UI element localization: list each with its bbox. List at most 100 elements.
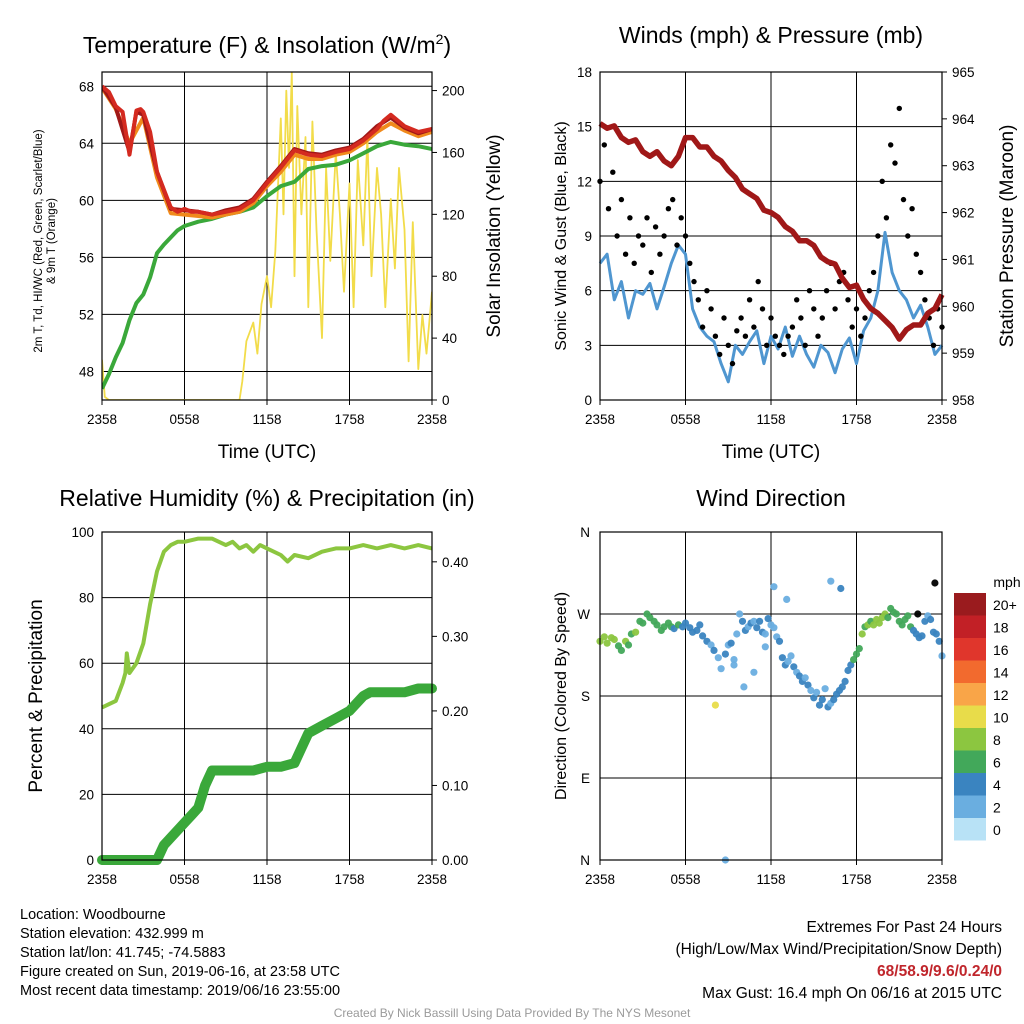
- gust-point: [781, 351, 787, 358]
- gust-point: [811, 306, 817, 312]
- direction-point: [617, 646, 626, 655]
- gust-point: [742, 333, 749, 339]
- y-tick-label: 56: [79, 250, 94, 265]
- gust-point: [909, 206, 915, 212]
- x-tick-label: 2358: [927, 412, 957, 427]
- gust-point: [922, 297, 928, 303]
- y-right-tick-label: 961: [952, 252, 975, 267]
- y-right-axis-label: Solar Insolation (Yellow): [484, 134, 505, 337]
- extremes-panel: Extremes For Past 24 Hours (High/Low/Max…: [676, 917, 1003, 1005]
- gust-point: [640, 242, 646, 248]
- gust-point: [631, 260, 637, 266]
- y-tick-label: W: [577, 607, 590, 622]
- y-axis-label: 2m T, Td, HI/WC (Red, Green, Scarlet/Blu…: [33, 129, 45, 352]
- chart-title: Relative Humidity (%) & Precipitation (i…: [59, 485, 474, 511]
- gust-point: [635, 233, 642, 239]
- y-tick-label: 9: [584, 229, 592, 244]
- direction-point: [795, 672, 804, 680]
- chart-title: Wind Direction: [696, 485, 846, 511]
- direction-point: [711, 701, 720, 709]
- gust-point: [930, 342, 937, 348]
- direction-point: [756, 617, 764, 625]
- plot-border: [101, 71, 433, 401]
- gust-point: [772, 333, 778, 339]
- y-axis-label: Direction (Colored By Speed): [553, 592, 570, 800]
- direction-point: [727, 639, 735, 647]
- gust-point: [618, 196, 625, 203]
- plot-border: [599, 531, 943, 861]
- extremes-title: Extremes For Past 24 Hours: [806, 919, 1002, 936]
- colorbar-swatch: [954, 593, 986, 616]
- gust-point: [622, 251, 629, 257]
- direction-point: [730, 656, 738, 664]
- gust-point: [913, 251, 919, 257]
- direction-point: [904, 612, 912, 620]
- x-tick-label: 2358: [585, 872, 615, 887]
- colorbar-label: 14: [993, 665, 1009, 681]
- gust-point: [717, 351, 723, 358]
- colorbar-swatch: [954, 795, 986, 818]
- chart-title: Winds (mph) & Pressure (mb): [619, 22, 923, 48]
- gust-point: [725, 342, 731, 348]
- gust-point: [896, 105, 902, 112]
- direction-point: [815, 701, 824, 709]
- gust-point: [657, 251, 663, 257]
- series-line-station-pressure: [598, 121, 945, 342]
- direction-point: [827, 577, 835, 585]
- gust-point: [738, 315, 744, 321]
- y-tick-label: 0: [86, 853, 94, 868]
- direction-point: [730, 661, 738, 669]
- direction-point: [761, 643, 769, 651]
- direction-point: [693, 626, 701, 635]
- gust-point: [823, 288, 830, 294]
- x-tick-label: 0558: [169, 412, 199, 427]
- gust-point: [883, 215, 890, 221]
- gust-point: [875, 233, 881, 239]
- direction-point: [783, 595, 791, 604]
- plot-border: [101, 531, 433, 861]
- colorbar-label: 10: [993, 710, 1009, 726]
- most-recent-timestamp: Most recent data timestamp: 2019/06/16 2…: [20, 983, 341, 999]
- gust-point: [648, 269, 654, 276]
- gust-point: [605, 206, 612, 212]
- y-tick-label: 20: [79, 787, 94, 802]
- direction-point: [821, 685, 829, 693]
- gust-point: [768, 315, 774, 321]
- y-right-tick-label: 120: [442, 207, 465, 222]
- direction-point: [932, 630, 940, 638]
- gust-point: [674, 242, 680, 248]
- y-tick-label: 0: [584, 393, 592, 408]
- y-right-tick-label: 40: [442, 331, 457, 346]
- gust-point: [746, 297, 753, 303]
- direction-point: [801, 674, 809, 682]
- gust-point: [776, 342, 783, 348]
- x-tick-label: 1158: [252, 412, 281, 427]
- x-tick-label: 2358: [417, 872, 447, 887]
- y-right-tick-label: 962: [952, 206, 975, 221]
- colorbar-swatch: [954, 728, 986, 751]
- direction-point: [931, 579, 939, 587]
- x-tick-label: 1158: [756, 872, 785, 887]
- gust-point: [652, 224, 659, 230]
- x-axis-label: Time (UTC): [722, 442, 821, 463]
- gust-point: [900, 196, 907, 203]
- y-tick-label: 40: [79, 722, 94, 737]
- colorbar-swatch: [954, 683, 986, 706]
- plot-border: [599, 71, 943, 401]
- gust-point: [610, 169, 616, 175]
- direction-point: [764, 615, 772, 623]
- y-right-tick-label: 958: [952, 393, 975, 408]
- direction-point: [610, 635, 618, 644]
- y-tick-label: 60: [79, 193, 94, 208]
- x-tick-label: 2358: [927, 872, 957, 887]
- colorbar-label: 12: [993, 687, 1009, 703]
- y-axis-label: & 9m T (Orange): [46, 198, 58, 284]
- extremes-subtitle: (High/Low/Max Wind/Precipitation/Snow De…: [675, 941, 1003, 958]
- direction-point: [775, 637, 784, 645]
- y-right-tick-label: 160: [442, 145, 465, 160]
- gust-point: [644, 215, 650, 221]
- x-tick-label: 2358: [585, 412, 615, 427]
- direction-point: [603, 639, 611, 647]
- panel-0: 2358 0558 1158 1758 2358 48 52 56 60 64 68 0 40 80 120…: [33, 31, 505, 463]
- x-tick-label: 1758: [841, 412, 871, 427]
